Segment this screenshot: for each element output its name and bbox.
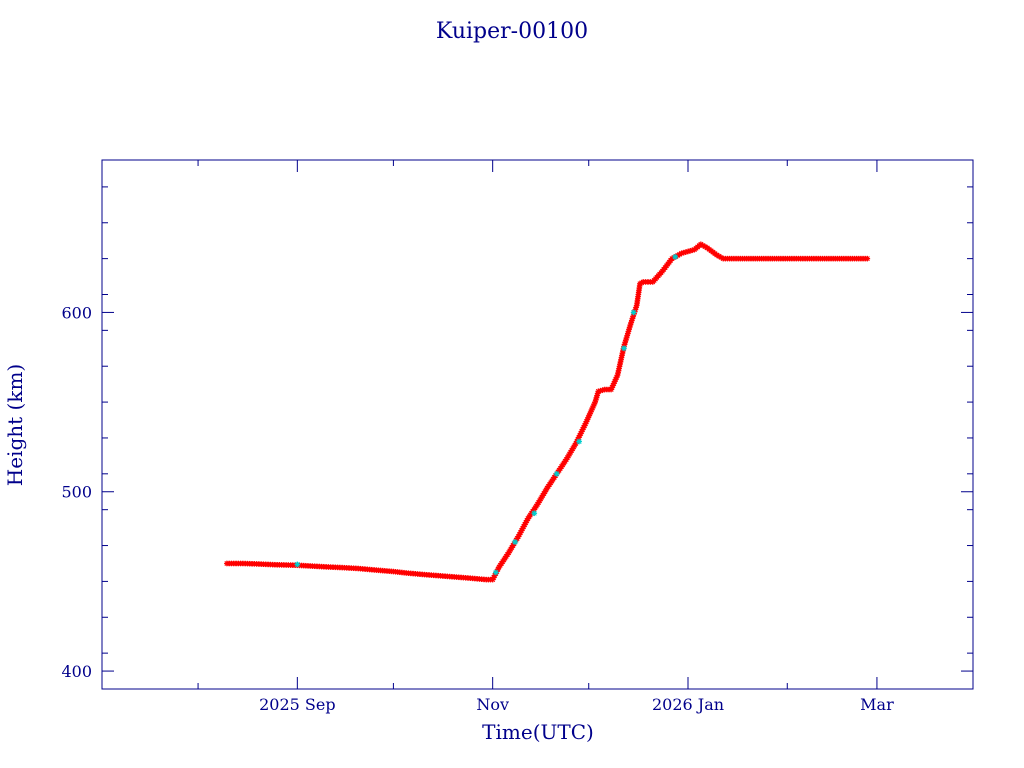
data-point-stroke: [294, 561, 300, 567]
data-point-stroke: [698, 241, 704, 247]
data-point: [294, 561, 301, 568]
data-point-stroke: [672, 254, 678, 260]
data-point: [493, 569, 499, 576]
x-axis-label: Time(UTC): [482, 720, 594, 744]
x-tick-label: 2026 Jan: [652, 695, 724, 714]
data-point: [672, 254, 678, 260]
data-point-stroke: [576, 439, 582, 445]
data-point: [630, 309, 637, 316]
data-marks: [224, 241, 871, 583]
chart-title: Kuiper-00100: [436, 19, 588, 44]
data-point: [576, 438, 582, 445]
data-point: [553, 471, 560, 477]
data-point: [531, 510, 538, 517]
data-point-stroke: [512, 539, 518, 545]
data-point-stroke: [493, 569, 499, 575]
x-tick-label: Nov: [476, 695, 509, 714]
data-point-stroke: [531, 510, 537, 516]
series-0: [224, 241, 871, 583]
data-point-stroke: [702, 244, 708, 250]
data-point-stroke: [700, 242, 706, 248]
data-point-stroke: [621, 345, 627, 351]
y-tick-label: 600: [61, 303, 92, 322]
x-tick-label: 2025 Sep: [259, 695, 335, 714]
axis-tick-labels: 2025 Sep Nov 2026 Jan Mar 400 500 600: [61, 303, 894, 714]
axis-ticks: [102, 160, 973, 690]
data-point-stroke: [554, 471, 560, 477]
plot-frame: [101, 159, 974, 690]
data-point-stroke: [631, 309, 637, 315]
y-tick-label: 400: [61, 662, 92, 681]
x-tick-label: Mar: [860, 695, 894, 714]
y-axis-label: Height (km): [3, 364, 27, 486]
data-point-stroke: [864, 256, 870, 262]
data-point-stroke: [718, 254, 724, 260]
y-tick-label: 500: [61, 483, 92, 502]
data-point: [864, 255, 871, 262]
data-point-stroke: [714, 252, 720, 258]
data-point: [512, 539, 518, 545]
series-1: [294, 254, 678, 576]
data-point: [621, 345, 627, 352]
data-point-stroke: [716, 253, 722, 259]
